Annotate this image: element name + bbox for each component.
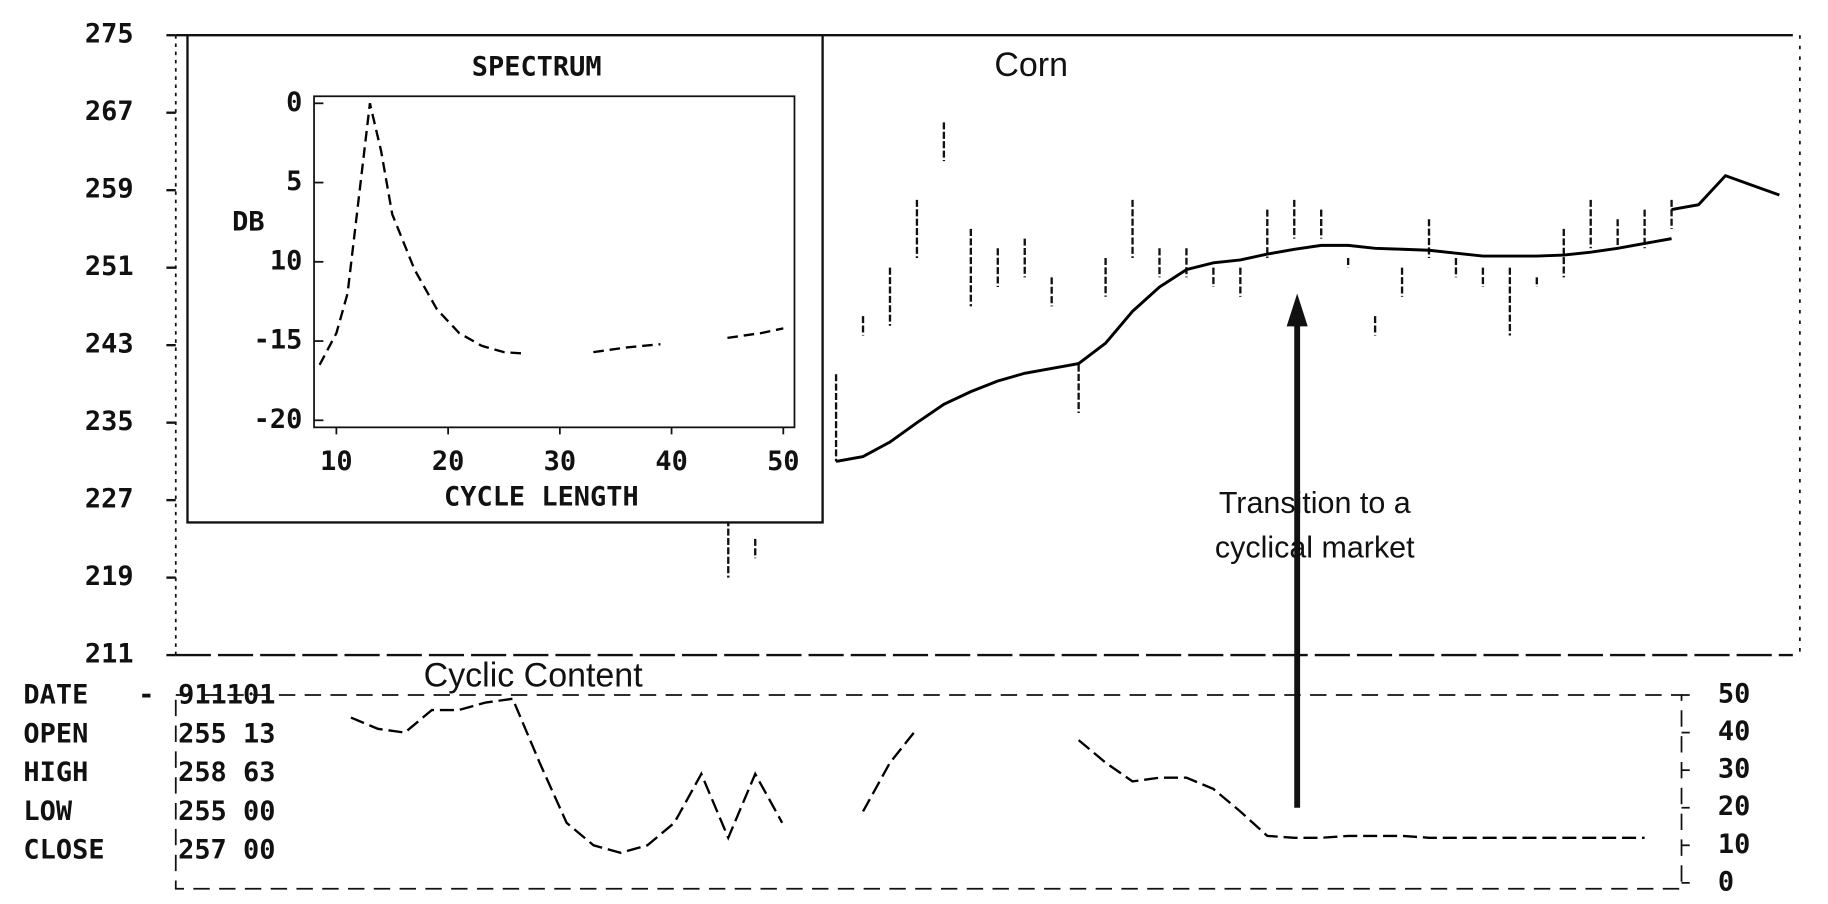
annotation: Transition to a bbox=[1219, 486, 1411, 520]
inset-title: SPECTRUM bbox=[472, 52, 602, 83]
arrow-head bbox=[1286, 293, 1308, 327]
y-tick-label: 251 bbox=[85, 251, 134, 282]
y-tick-label: 50 bbox=[1718, 679, 1750, 710]
info-field: LOW bbox=[23, 796, 72, 827]
y-tick-label: 259 bbox=[85, 174, 134, 205]
y-tick-label: 235 bbox=[85, 406, 134, 437]
y-tick-label: 10 bbox=[1718, 829, 1750, 860]
cyclic-line bbox=[350, 697, 1645, 855]
y-tick-label: 243 bbox=[85, 329, 134, 360]
info-field: HIGH bbox=[23, 757, 88, 788]
x-tick-label: 50 bbox=[767, 446, 799, 477]
x-tick-label: 20 bbox=[432, 446, 464, 477]
y-tick-label: 20 bbox=[1718, 791, 1750, 822]
x-tick-label: 30 bbox=[544, 446, 576, 477]
y-tick-label: 219 bbox=[85, 561, 134, 592]
y-tick-label: 40 bbox=[1718, 716, 1750, 747]
arrow bbox=[1286, 293, 1308, 808]
info-field: 257 00 bbox=[178, 835, 275, 866]
info-panel: DATE -911101 OPEN 255 13 HIGH 258 63 LOW 255 00… bbox=[23, 680, 275, 866]
info-field: CLOSE bbox=[23, 835, 104, 866]
info-field: 255 00 bbox=[178, 796, 275, 827]
info-field: - bbox=[138, 680, 154, 711]
spectrum-line bbox=[318, 103, 784, 366]
inset-frame bbox=[186, 34, 824, 524]
info-field: 255 13 bbox=[178, 718, 275, 749]
y-tick-label: -20 bbox=[254, 404, 303, 435]
chart-title: Corn bbox=[994, 46, 1068, 84]
y-tick-label: 275 bbox=[85, 19, 134, 50]
x-axis-label: CYCLE LENGTH bbox=[444, 481, 639, 512]
chart-title: Cyclic Content bbox=[424, 656, 644, 694]
cyclic-chart: Cyclic Content 0 10 20 30 40 50 bbox=[174, 656, 1750, 897]
price-chart: 211 219 227 235 243 251 259 267 275 Corn Transitio… bbox=[85, 19, 1801, 670]
y-tick-label: 0 bbox=[286, 87, 302, 118]
spectrum-inset: SPECTRUM DB CYCLE LENGTH 0 5 10 -15 -20 10 20 30 40… bbox=[186, 34, 824, 524]
y-tick-label: 30 bbox=[1718, 754, 1750, 785]
info-field: DATE bbox=[23, 680, 88, 711]
info-field: OPEN bbox=[23, 718, 88, 749]
y-tick-label: 10 bbox=[270, 245, 302, 276]
y-tick-label: 227 bbox=[85, 484, 134, 515]
x-tick-label: 10 bbox=[320, 446, 352, 477]
y-tick-label: 5 bbox=[286, 166, 302, 197]
price-line bbox=[835, 237, 1672, 463]
info-field: 258 63 bbox=[178, 757, 275, 788]
y-tick-label: 0 bbox=[1718, 866, 1734, 897]
y-tick-label: 267 bbox=[85, 96, 134, 127]
price-line bbox=[1671, 173, 1780, 212]
x-tick-label: 40 bbox=[655, 446, 687, 477]
annotation: cyclical market bbox=[1215, 530, 1415, 564]
y-tick-label: -15 bbox=[254, 325, 303, 356]
cyclic-frame bbox=[174, 694, 1683, 890]
y-tick-label: 211 bbox=[85, 639, 134, 670]
y-axis-label: DB bbox=[232, 207, 264, 238]
info-field: 911101 bbox=[178, 680, 275, 711]
